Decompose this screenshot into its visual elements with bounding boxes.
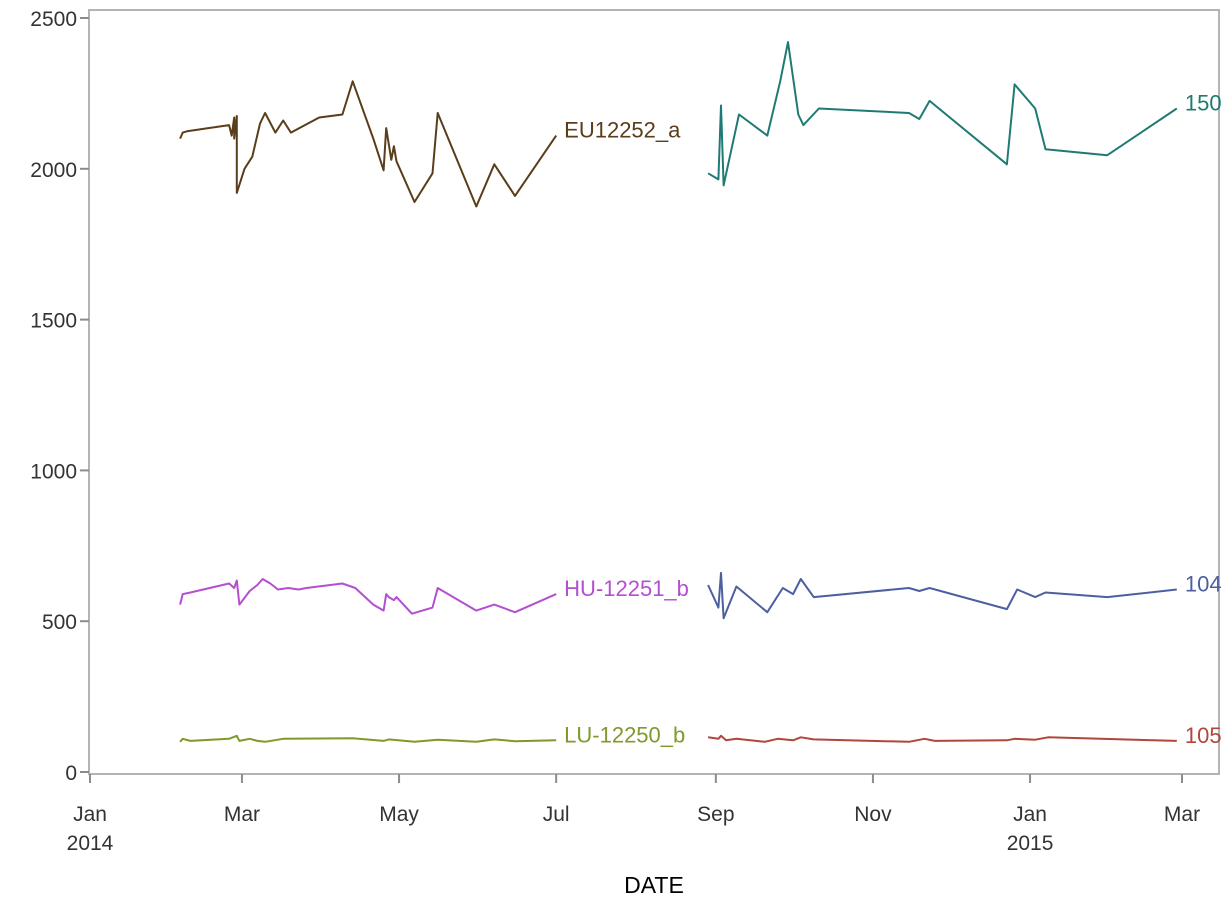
x-tick-label: Mar: [1164, 803, 1200, 826]
series-line-1050: [707, 734, 1177, 743]
x-tick-label: Jul: [543, 803, 570, 826]
x-axis-title: DATE: [624, 872, 684, 898]
series-line-1049: [707, 571, 1177, 620]
y-tick-label: 2500: [30, 8, 77, 31]
x-tick-label: Sep: [697, 803, 734, 826]
series-label: EU12252_a: [564, 118, 681, 143]
y-axis: 0 500 1000 1500 2000 2500: [30, 8, 89, 785]
x-tick-year-label: 2015: [1007, 832, 1054, 855]
y-tick-label: 0: [65, 762, 77, 785]
y-tick-label: 1500: [30, 310, 77, 333]
x-axis: Jan 2014 Mar May Jul Sep Nov Jan 2015 Mar: [67, 774, 1200, 855]
series-label: LU-12250_b: [564, 722, 685, 747]
series-label: 1050: [1185, 723, 1222, 748]
x-tick-label: Jan: [73, 803, 107, 826]
x-tick-label: Jan: [1013, 803, 1047, 826]
y-tick-label: 2000: [30, 159, 77, 182]
x-tick-year-label: 2014: [67, 832, 114, 855]
series-label: HU-12251_b: [564, 576, 689, 601]
y-tick-label: 1000: [30, 460, 77, 483]
series-labels: EU12252_a HU-12251_b LU-12250_b 1503 1049 105…: [564, 90, 1222, 747]
plot-frame: [88, 9, 1220, 775]
series-line-lu-12250-b: [179, 734, 557, 743]
y-tick-label: 500: [42, 611, 77, 634]
x-tick-label: Nov: [854, 803, 892, 826]
x-tick-label: May: [379, 803, 419, 826]
series-label: 1049: [1185, 572, 1222, 597]
series-line-hu-12251-b: [179, 578, 557, 615]
series-line-eu12252-a: [179, 80, 558, 208]
series-line-1503: [707, 41, 1178, 187]
series-lines: [179, 41, 1178, 743]
x-tick-label: Mar: [224, 803, 260, 826]
series-label: 1503: [1185, 90, 1222, 115]
